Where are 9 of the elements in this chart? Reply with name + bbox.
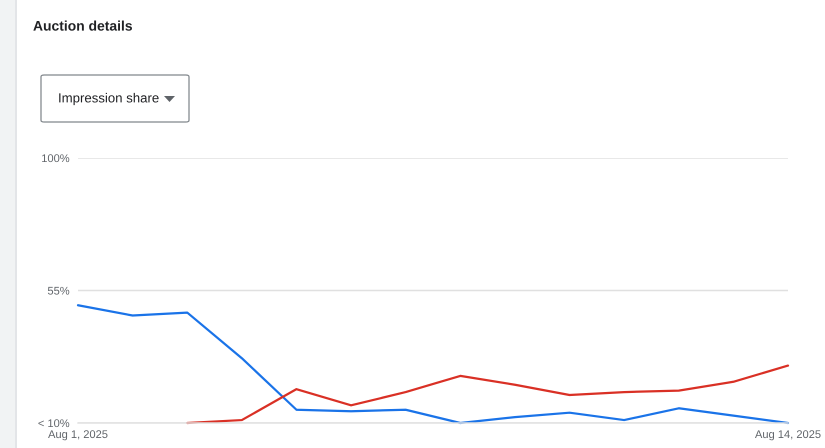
y-tick-label: 100%	[42, 154, 70, 162]
chart-title: Auction details	[33, 20, 132, 31]
line-series	[76, 304, 790, 424]
x-tick-label: Aug 14, 2025	[754, 430, 821, 440]
y-tick-label: < 10%	[38, 419, 70, 428]
chart-subtitle: Impression share	[59, 92, 159, 106]
x-tick-label: Aug 1, 2025	[48, 430, 108, 440]
y-tick-label: 55%	[48, 286, 70, 295]
line-series	[186, 364, 790, 424]
